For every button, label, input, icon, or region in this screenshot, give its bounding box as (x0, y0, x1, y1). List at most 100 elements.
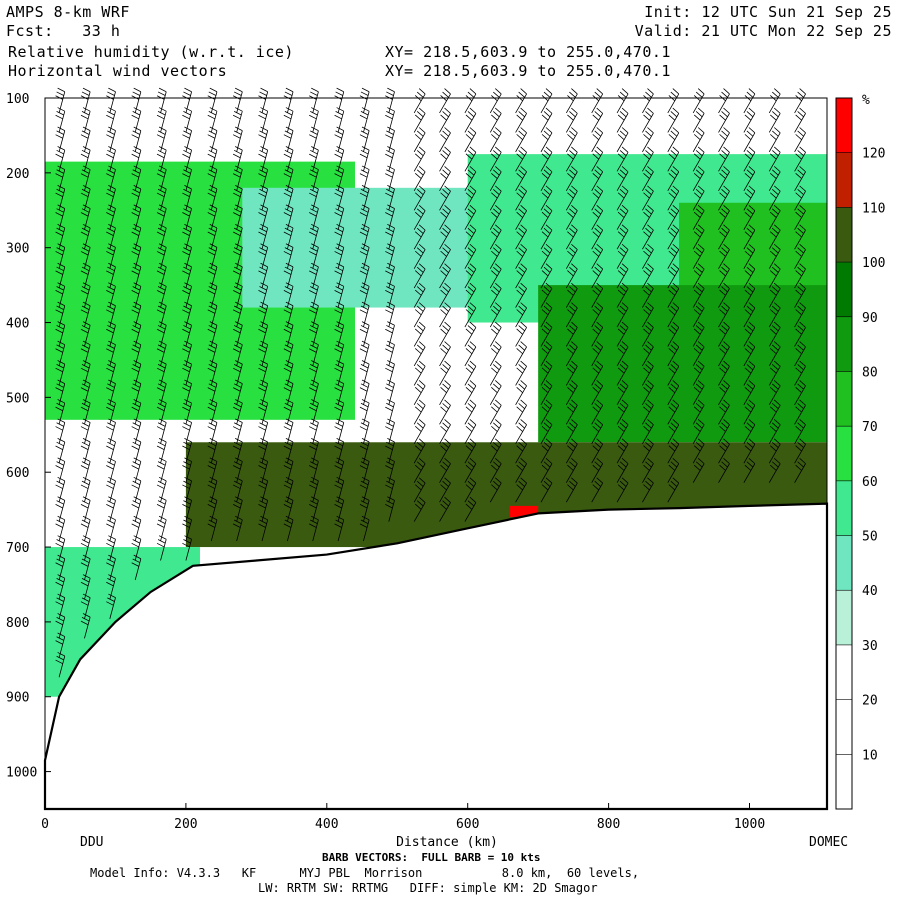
wind-barb (359, 262, 370, 289)
rh-region (538, 285, 827, 443)
wind-barb (309, 321, 319, 347)
wind-barb (232, 399, 243, 425)
wind-barb (667, 205, 680, 230)
wind-barb (565, 399, 578, 425)
wind-barb (515, 321, 527, 347)
wind-barb (232, 223, 243, 250)
wind-barb (718, 360, 730, 386)
wind-barb (207, 107, 218, 133)
wind-barb (156, 185, 167, 211)
colorbar-swatch (836, 644, 852, 700)
wind-barb (768, 185, 781, 211)
wind-barb (616, 458, 629, 483)
wind-barb (258, 301, 269, 328)
wind-barb (156, 340, 167, 367)
wind-barb (156, 301, 167, 328)
wind-barb (616, 282, 629, 308)
wind-barb (591, 360, 604, 386)
wind-barb (106, 107, 116, 133)
wind-barb (55, 204, 66, 230)
wind-barb (55, 165, 66, 191)
wind-barb (768, 438, 781, 464)
wind-barb (156, 146, 167, 172)
wind-barb (207, 399, 218, 425)
wind-barb (156, 282, 167, 308)
wind-barb (794, 302, 806, 328)
wind-barb (55, 632, 66, 658)
wind-barb (591, 282, 604, 308)
wind-barb (106, 593, 116, 620)
wind-barb (591, 399, 604, 425)
rh-region (509, 505, 539, 518)
wind-barb (334, 399, 345, 425)
wind-barb (385, 87, 395, 114)
wind-barb (334, 418, 345, 444)
wind-barb (642, 438, 654, 464)
wind-barb (743, 166, 756, 192)
wind-barb (80, 418, 91, 444)
wind-barb (591, 419, 604, 444)
wind-barb (616, 243, 629, 269)
wind-barb (591, 302, 604, 328)
colorbar-label: 80 (862, 365, 878, 380)
wind-barb (334, 340, 345, 367)
wind-barb (464, 185, 477, 211)
wind-barb (106, 476, 116, 503)
wind-barb (565, 419, 578, 444)
wind-barb (309, 185, 319, 211)
colorbar-label: 70 (862, 420, 878, 435)
wind-barb (642, 419, 654, 444)
wind-barb (232, 515, 243, 542)
wind-barb (794, 282, 806, 308)
colorbar-swatch (836, 535, 852, 591)
wind-barb (334, 301, 345, 328)
wind-barb (439, 477, 451, 503)
wind-barb (106, 554, 116, 581)
wind-barb (207, 282, 218, 308)
wind-barb (156, 243, 167, 269)
wind-barb (667, 321, 680, 347)
wind-barb (334, 321, 345, 347)
wind-barb (156, 204, 167, 230)
wind-barb (718, 243, 730, 269)
wind-barb (232, 321, 243, 347)
wind-barb (80, 87, 91, 114)
colorbar-swatch (836, 98, 852, 153)
wind-barb (258, 438, 269, 464)
wind-barb (667, 127, 680, 153)
wind-barb (334, 360, 345, 386)
wind-barb (616, 107, 629, 133)
wind-barb (207, 126, 218, 152)
wind-barb (359, 360, 370, 386)
wind-barb (106, 399, 116, 425)
wind-barb (565, 243, 578, 269)
wind-barb (258, 476, 269, 503)
wind-barb (359, 457, 370, 483)
wind-barb (439, 380, 451, 406)
wind-barb (182, 107, 192, 133)
wind-barb (515, 127, 527, 153)
x-tick-label: 800 (597, 817, 620, 832)
wind-barb (743, 360, 756, 386)
wind-barb (182, 399, 192, 425)
wind-barb (232, 126, 243, 152)
wind-barb (464, 360, 477, 386)
wind-barb (283, 282, 294, 308)
wind-barb (334, 126, 345, 152)
wind-barb (80, 457, 91, 483)
colorbar: 10 20 30 40 50 60 70 80 90 100 110 120 (835, 97, 885, 810)
wind-barb (743, 107, 756, 133)
y-tick-label: 300 (6, 242, 29, 257)
wind-barb (743, 224, 756, 250)
wind-barb (334, 165, 345, 191)
y-tick-label: 800 (6, 616, 29, 631)
wind-barb (667, 341, 680, 367)
wind-barb (565, 224, 578, 250)
wind-barb (258, 223, 269, 250)
wind-barb (768, 146, 781, 172)
wind-barb (667, 302, 680, 328)
y-tick-label: 1000 (6, 766, 37, 781)
x-tick-label: 0 (41, 817, 49, 832)
wind-barb (768, 205, 781, 230)
wind-barb (334, 243, 345, 269)
